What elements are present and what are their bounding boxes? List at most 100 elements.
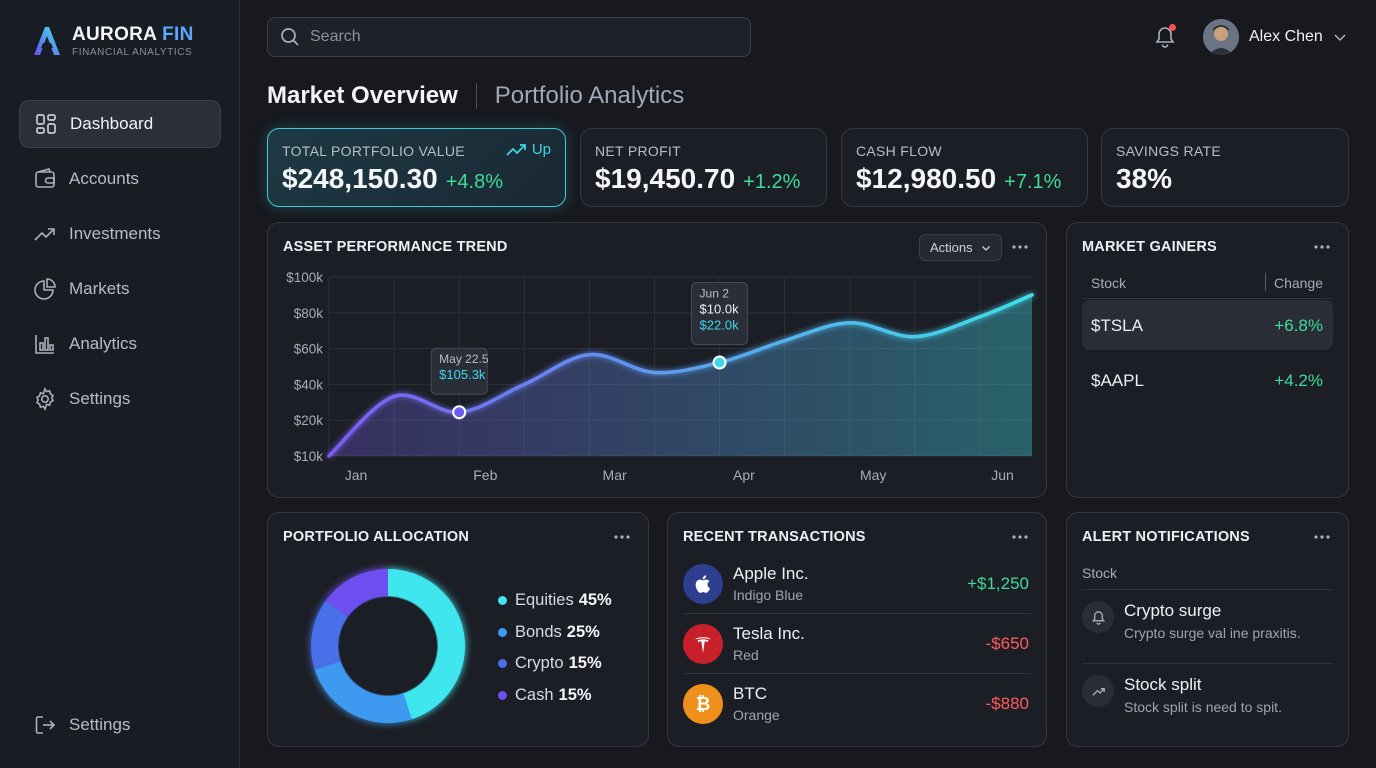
notification-bell-icon[interactable] xyxy=(1152,24,1178,50)
alert-item[interactable]: Stock split Stock split is need to spit. xyxy=(1082,665,1333,735)
trend-up-icon xyxy=(34,228,55,241)
data-point xyxy=(712,355,727,370)
sidebar-item-label: Settings xyxy=(69,389,131,408)
actions-dropdown[interactable]: Actions xyxy=(919,234,1002,261)
more-options-icon[interactable] xyxy=(1312,527,1332,547)
aurora-logo-icon xyxy=(34,27,60,55)
transaction-amount: -$650 xyxy=(985,634,1029,653)
sidebar-bottom: Settings xyxy=(19,701,221,756)
legend-swatch xyxy=(498,627,507,637)
chevron-down-icon[interactable] xyxy=(1333,30,1347,44)
sidebar-item-analytics[interactable]: Analytics xyxy=(19,320,221,368)
donut-slice xyxy=(325,569,388,617)
portfolio-allocation-card: PORTFOLIO ALLOCATION Equities 45% Bonds … xyxy=(267,512,649,747)
series-area xyxy=(329,294,1032,456)
transaction-row[interactable]: ₿ BTC Orange -$880 xyxy=(683,674,1031,734)
table-row[interactable]: $TSLA +6.8% xyxy=(1082,300,1333,350)
x-tick-label: Apr xyxy=(733,467,755,483)
sidebar-item-label: Investments xyxy=(69,224,161,243)
tesla-logo-icon xyxy=(683,624,723,664)
brand[interactable]: AURORA FIN FINANCIAL ANALYTICS xyxy=(30,24,194,58)
stock-symbol: $TSLA xyxy=(1091,316,1143,335)
sidebar-item-investments[interactable]: Investments xyxy=(19,210,221,258)
wallet-icon xyxy=(35,168,55,188)
more-options-icon[interactable] xyxy=(1312,237,1332,257)
transaction-row[interactable]: Tesla Inc. Red -$650 xyxy=(683,614,1031,674)
more-options-icon[interactable] xyxy=(1010,527,1030,547)
stock-change: +4.2% xyxy=(1274,371,1323,390)
x-tick-label: Feb xyxy=(473,467,497,483)
sidebar-item-label: Markets xyxy=(69,279,130,298)
page-subtitle[interactable]: Portfolio Analytics xyxy=(494,82,685,109)
transaction-name: BTC xyxy=(733,684,767,703)
tooltip-value: $22.0k xyxy=(700,318,740,333)
sidebar-item-label: Dashboard xyxy=(70,114,154,133)
row-divider xyxy=(683,613,1031,614)
brand-name: AURORA FIN xyxy=(72,24,194,45)
allocation-legend: Equities 45% Bonds 25% Crypto 15% Cash 1… xyxy=(498,585,612,711)
brand-subtitle: FINANCIAL ANALYTICS xyxy=(72,47,193,58)
sidebar-item-accounts[interactable]: Accounts xyxy=(19,155,221,203)
notification-badge xyxy=(1169,24,1176,31)
user-menu[interactable]: Alex Chen xyxy=(1203,19,1347,55)
donut-group xyxy=(311,569,465,723)
legend-item[interactable]: Equities 45% xyxy=(498,585,612,617)
legend-item[interactable]: Cash 15% xyxy=(498,680,612,712)
sidebar-item-settings-bottom[interactable]: Settings xyxy=(19,701,221,749)
stock-change: +6.8% xyxy=(1274,316,1323,335)
y-tick-label: $20k xyxy=(294,413,324,428)
title-divider xyxy=(475,83,477,109)
alerts-subheader: Stock xyxy=(1082,565,1118,581)
legend-item[interactable]: Bonds 25% xyxy=(498,617,612,649)
alert-item[interactable]: Crypto surge Crypto surge val ine praxit… xyxy=(1082,591,1333,661)
row-divider xyxy=(683,673,1031,674)
legend-swatch xyxy=(498,596,507,606)
more-options-icon[interactable] xyxy=(612,527,632,547)
sidebar-item-dashboard[interactable]: Dashboard xyxy=(19,100,221,148)
stat-card-portfolio-value[interactable]: TOTAL PORTFOLIO VALUE Up $248,150.30 +4.8… xyxy=(267,128,566,207)
search-input[interactable] xyxy=(310,28,710,46)
actions-label: Actions xyxy=(930,240,973,255)
chevron-down-icon xyxy=(981,245,990,251)
tooltip-date: May 22.5 xyxy=(439,352,489,366)
stat-card-net-profit[interactable]: NET PROFIT $19,450.70 +1.2% xyxy=(580,128,827,207)
y-tick-label: $10k xyxy=(294,449,324,464)
page-title: Market Overview xyxy=(267,82,458,109)
stat-card-savings-rate[interactable]: SAVINGS RATE 38% xyxy=(1101,128,1349,207)
legend-pct: 15% xyxy=(558,685,592,704)
column-header-stock[interactable]: Stock xyxy=(1091,275,1127,291)
tooltip-value: $105.3k xyxy=(439,367,486,382)
user-name: Alex Chen xyxy=(1249,28,1323,45)
table-row[interactable]: $AAPL +4.2% xyxy=(1082,355,1333,405)
transaction-subtitle: Red xyxy=(733,647,759,663)
alert-description: Stock split is need to spit. xyxy=(1124,699,1282,715)
legend-pct: 45% xyxy=(578,591,612,610)
card-title: ASSET PERFORMANCE TREND xyxy=(283,239,508,255)
stock-symbol: $AAPL xyxy=(1091,371,1144,390)
alert-title: Crypto surge xyxy=(1124,601,1222,620)
alert-description: Crypto surge val ine praxitis. xyxy=(1124,625,1301,641)
alert-notifications-card: ALERT NOTIFICATIONS Stock Crypto surge C… xyxy=(1066,512,1349,747)
allocation-donut-chart[interactable] xyxy=(303,561,473,731)
donut-hole xyxy=(339,597,437,695)
tooltip-value: $10.0k xyxy=(700,302,740,317)
more-options-icon[interactable] xyxy=(1010,237,1030,257)
transaction-row[interactable]: Apple Inc. Indigo Blue +$1,250 xyxy=(683,554,1031,614)
sidebar-item-label: Settings xyxy=(69,715,131,734)
sidebar-item-settings[interactable]: Settings xyxy=(19,375,221,423)
stat-delta: +4.8% xyxy=(445,171,503,193)
trend-indicator: Up xyxy=(506,141,551,158)
pie-chart-icon xyxy=(34,278,56,300)
column-header-change[interactable]: Change xyxy=(1273,275,1323,291)
performance-chart[interactable]: $100k $80k $60k $40k $20k $10k Jan Feb Mar Apr May… xyxy=(268,223,1048,499)
sidebar-item-markets[interactable]: Markets xyxy=(19,265,221,313)
transaction-amount: +$1,250 xyxy=(967,574,1029,593)
stat-delta: +7.1% xyxy=(1004,171,1062,193)
stat-card-cash-flow[interactable]: CASH FLOW $12,980.50 +7.1% xyxy=(841,128,1088,207)
data-point xyxy=(452,405,467,420)
avatar[interactable] xyxy=(1203,19,1239,55)
search-bar[interactable] xyxy=(267,17,751,57)
sidebar-nav: Dashboard Accounts Investments Markets A… xyxy=(19,100,221,430)
donut-slice xyxy=(388,569,465,720)
legend-item[interactable]: Crypto 15% xyxy=(498,648,612,680)
